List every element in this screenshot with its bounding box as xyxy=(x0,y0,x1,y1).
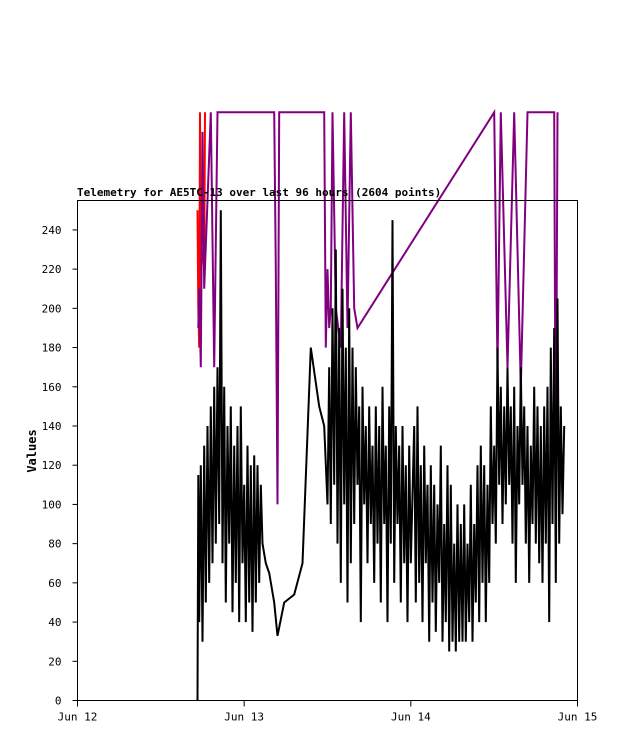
y-tick-label: 120 xyxy=(42,459,62,472)
y-tick-label: 240 xyxy=(42,224,62,237)
x-tick-label: Jun 15 xyxy=(558,711,598,724)
y-tick-label: 0 xyxy=(55,695,62,708)
y-tick-label: 60 xyxy=(48,577,61,590)
plot-lines xyxy=(196,108,566,701)
series-line-1 xyxy=(197,108,559,505)
y-tick-label: 180 xyxy=(42,342,62,355)
x-tick-label: Jun 12 xyxy=(58,711,98,724)
y-tick-label: 40 xyxy=(48,616,61,629)
chart-title: Telemetry for AE5TC-13 over last 96 hour… xyxy=(77,186,441,199)
y-tick-label: 160 xyxy=(42,381,62,394)
y-tick-label: 80 xyxy=(48,538,61,551)
y-tick-label: 200 xyxy=(42,302,62,315)
plot-frame xyxy=(77,200,578,701)
x-tick-label: Jun 14 xyxy=(391,711,431,724)
x-axis-ticks: Jun 12 Jun 13 Jun 14 Jun 15 xyxy=(58,700,598,724)
y-axis-label: Values xyxy=(25,429,39,472)
y-tick-label: 20 xyxy=(48,655,61,668)
y-axis-ticks: 0 20 40 60 80 100 120 140 160 180 200 220 240 xyxy=(42,224,78,708)
y-tick-label: 100 xyxy=(42,498,62,511)
series-line-2 xyxy=(196,210,566,701)
y-tick-label: 220 xyxy=(42,263,62,276)
x-tick-label: Jun 13 xyxy=(224,711,264,724)
y-tick-label: 140 xyxy=(42,420,62,433)
